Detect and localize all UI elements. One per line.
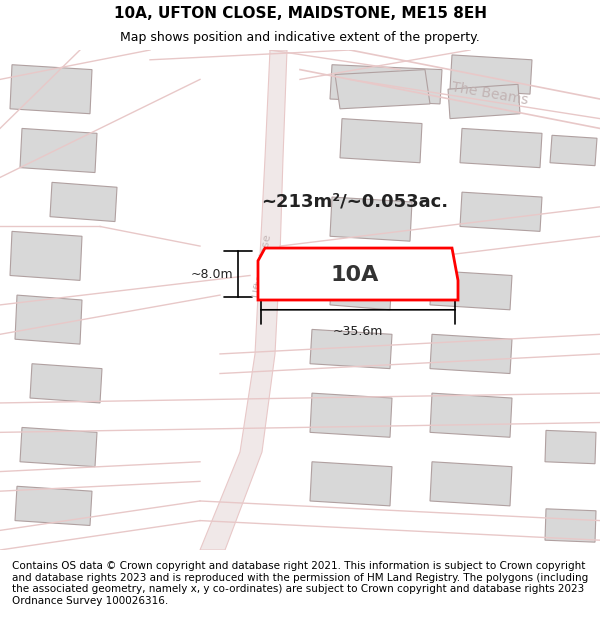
Polygon shape (340, 119, 422, 162)
Text: Contains OS data © Crown copyright and database right 2021. This information is : Contains OS data © Crown copyright and d… (12, 561, 588, 606)
Polygon shape (310, 393, 392, 438)
Polygon shape (460, 128, 542, 168)
Polygon shape (545, 509, 596, 542)
Polygon shape (430, 462, 512, 506)
Text: 10A, UFTON CLOSE, MAIDSTONE, ME15 8EH: 10A, UFTON CLOSE, MAIDSTONE, ME15 8EH (113, 6, 487, 21)
Text: ~213m²/~0.053ac.: ~213m²/~0.053ac. (262, 193, 449, 211)
Polygon shape (430, 334, 512, 374)
Polygon shape (30, 364, 102, 403)
Polygon shape (330, 197, 412, 241)
Polygon shape (15, 486, 92, 526)
Polygon shape (545, 431, 596, 464)
Polygon shape (10, 231, 82, 281)
Text: 10A: 10A (331, 266, 379, 286)
Polygon shape (460, 192, 542, 231)
Polygon shape (50, 182, 117, 222)
Polygon shape (15, 295, 82, 344)
Polygon shape (330, 271, 392, 310)
Polygon shape (20, 428, 97, 467)
Polygon shape (430, 393, 512, 438)
Polygon shape (330, 65, 442, 104)
Text: ~8.0m: ~8.0m (190, 268, 233, 281)
Polygon shape (310, 329, 392, 369)
Polygon shape (550, 135, 597, 166)
Text: Ufton Close: Ufton Close (253, 233, 274, 298)
Text: The Beams: The Beams (451, 81, 529, 107)
Polygon shape (310, 462, 392, 506)
Polygon shape (258, 248, 458, 300)
Polygon shape (430, 271, 512, 310)
Polygon shape (450, 55, 532, 94)
Text: Map shows position and indicative extent of the property.: Map shows position and indicative extent… (120, 31, 480, 44)
Polygon shape (20, 128, 97, 173)
Polygon shape (200, 50, 287, 550)
Text: ~35.6m: ~35.6m (333, 324, 383, 338)
Polygon shape (448, 84, 520, 119)
Polygon shape (335, 69, 430, 109)
Polygon shape (10, 65, 92, 114)
